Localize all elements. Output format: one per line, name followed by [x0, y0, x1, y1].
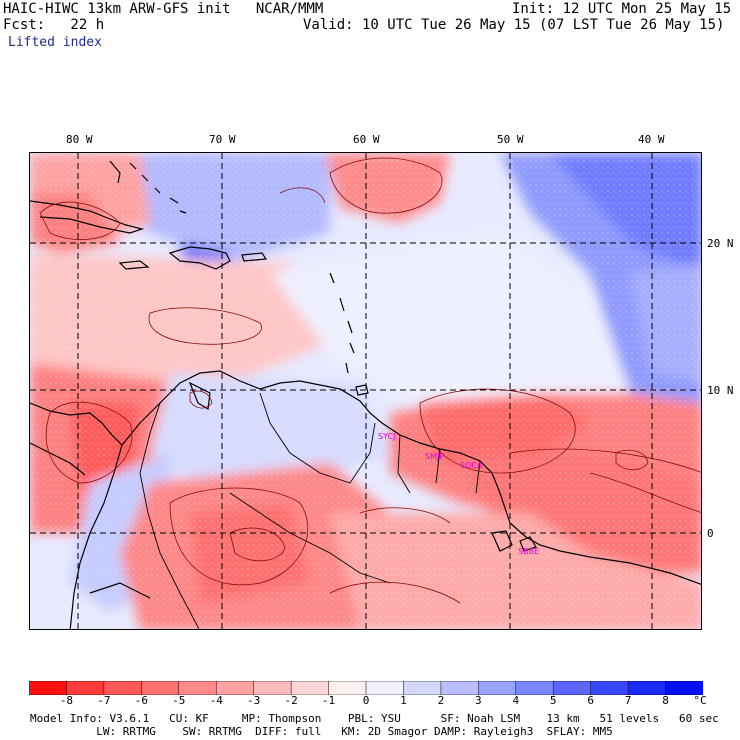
lat-label-20n: 20 N	[707, 237, 734, 250]
color-bar-tick-label: -4	[209, 694, 223, 707]
color-bar-box	[290, 681, 330, 695]
color-bar-tick-label: 7	[624, 694, 632, 707]
color-bar-tick-label: -8	[59, 694, 74, 707]
color-bar-box	[552, 681, 592, 695]
color-bar-tick-label: 0	[362, 694, 370, 707]
color-bar-box	[478, 681, 517, 695]
color-bar-box	[627, 681, 667, 695]
color-bar-box	[215, 681, 255, 695]
contours	[39, 157, 701, 604]
station-label-sbbe: SBBE	[518, 547, 539, 556]
color-bar-box	[253, 681, 292, 695]
field-texture	[30, 153, 701, 629]
color-bar-box	[665, 681, 703, 695]
color-bar-box	[440, 681, 480, 695]
color-bar-tick-label: -1	[321, 694, 336, 707]
color-bar-box	[515, 681, 554, 695]
color-bar-tick-label: 5	[549, 694, 557, 707]
color-bar-box	[66, 681, 105, 695]
color-bar-box	[141, 681, 180, 695]
color-bar-unit: °C	[693, 694, 707, 707]
lat-lon-grid	[30, 153, 701, 629]
lifted-index-map: SYCJ SMJP SOCA SBBE	[29, 152, 702, 630]
color-bar-tick-label: -3	[247, 694, 261, 707]
color-bar-tick-label: -6	[134, 694, 148, 707]
map-canvas: SYCJ SMJP SOCA SBBE	[30, 153, 701, 629]
station-label-soca: SOCA	[460, 461, 483, 470]
lon-label-50w: 50 W	[497, 133, 524, 146]
model-info-line2: LW: RRTMG SW: RRTMG DIFF: full KM: 2D Sm…	[30, 725, 613, 738]
color-bar-box	[403, 681, 442, 695]
color-bar-box	[328, 681, 367, 695]
model-title: HAIC-HIWC 13km ARW-GFS init NCAR/MMM	[3, 1, 324, 17]
color-bar-tick-label: -7	[97, 694, 111, 707]
color-bar-tick-label: 3	[475, 694, 482, 707]
lon-label-80w: 80 W	[66, 133, 93, 146]
color-bar-box	[103, 681, 143, 695]
color-bar-tick-label: -2	[284, 694, 298, 707]
station-label-smjp: SMJP	[425, 452, 444, 461]
color-bar-box	[590, 681, 629, 695]
coastlines	[30, 160, 701, 629]
color-bar	[29, 681, 703, 695]
field-name: Lifted index	[8, 35, 102, 50]
station-labels: SYCJ SMJP SOCA SBBE	[378, 432, 539, 556]
valid-time: Valid: 10 UTC Tue 26 May 15 (07 LST Tue …	[303, 17, 725, 33]
color-bar-tick-label: 4	[512, 694, 520, 707]
color-bar-box	[29, 681, 68, 695]
lon-label-40w: 40 W	[638, 133, 665, 146]
lon-label-60w: 60 W	[353, 133, 380, 146]
forecast-hour: Fcst: 22 h	[3, 17, 105, 33]
color-bar-tick-label: 1	[400, 694, 407, 707]
lon-label-70w: 70 W	[209, 133, 236, 146]
color-bar-tick-label: 2	[437, 694, 445, 707]
color-bar-tick-label: 8	[662, 694, 669, 707]
color-bar-tick-label: -5	[172, 694, 186, 707]
init-time: Init: 12 UTC Mon 25 May 15	[512, 1, 732, 17]
color-bar-box	[178, 681, 217, 695]
model-info-line1: Model Info: V3.6.1 CU: KF MP: Thompson P…	[30, 712, 719, 725]
lat-label-10n: 10 N	[707, 384, 734, 397]
color-bar-tick-label: 6	[587, 694, 594, 707]
station-label-sycj: SYCJ	[378, 432, 395, 441]
color-bar-box	[365, 681, 405, 695]
lat-label-equator: 0	[707, 527, 714, 540]
